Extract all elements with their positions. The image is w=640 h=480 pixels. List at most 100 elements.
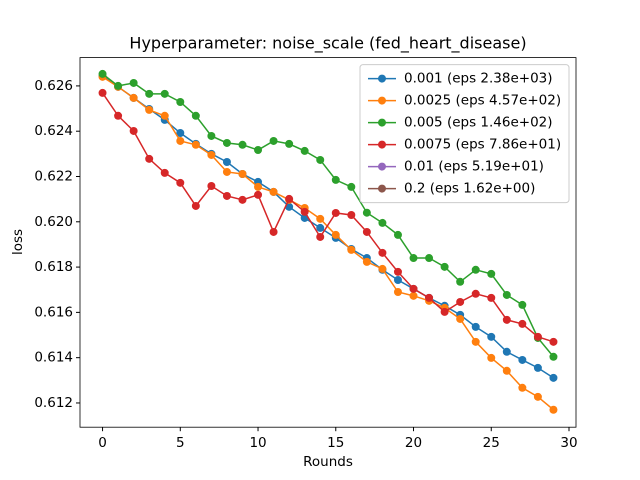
data-point xyxy=(440,262,449,271)
data-point xyxy=(98,88,107,97)
data-point xyxy=(533,392,542,401)
data-point xyxy=(145,105,154,114)
y-tick-label: 0.624 xyxy=(34,123,73,139)
data-point xyxy=(222,167,231,176)
data-point xyxy=(254,146,263,154)
data-point xyxy=(378,264,387,273)
legend-marker xyxy=(378,184,386,193)
data-point xyxy=(285,194,294,203)
data-point xyxy=(487,332,496,341)
data-point xyxy=(393,267,402,276)
data-point xyxy=(487,353,496,362)
data-point xyxy=(409,254,418,263)
data-point xyxy=(238,140,247,149)
data-point xyxy=(393,275,402,284)
data-point xyxy=(440,307,449,316)
data-point xyxy=(316,232,325,241)
data-point xyxy=(191,111,200,120)
data-point xyxy=(191,201,200,210)
data-point xyxy=(533,363,542,372)
data-point xyxy=(362,227,371,236)
data-point xyxy=(518,319,527,328)
legend-marker xyxy=(378,162,386,171)
data-point xyxy=(409,291,418,300)
data-point xyxy=(114,81,123,90)
y-tick-label: 0.618 xyxy=(34,259,73,275)
data-point xyxy=(222,191,231,200)
data-point xyxy=(316,223,325,232)
data-point xyxy=(316,155,325,164)
data-point xyxy=(347,245,356,254)
data-point xyxy=(160,168,169,177)
data-point xyxy=(471,322,480,331)
data-point xyxy=(362,208,371,217)
y-tick-label: 0.626 xyxy=(34,78,73,94)
data-point xyxy=(207,131,216,140)
data-point xyxy=(114,111,123,120)
data-point xyxy=(518,383,527,392)
data-point xyxy=(331,175,340,184)
data-point xyxy=(222,158,231,167)
data-point xyxy=(300,207,309,216)
data-point xyxy=(518,300,527,309)
x-axis-label: Rounds xyxy=(303,454,353,470)
data-point xyxy=(238,170,247,179)
data-point xyxy=(471,289,480,298)
data-point xyxy=(502,366,511,375)
legend-label: 0.005 (eps 1.46e+02) xyxy=(404,115,553,131)
data-point xyxy=(176,129,185,138)
data-point xyxy=(378,248,387,257)
y-tick-label: 0.612 xyxy=(34,395,73,411)
data-point xyxy=(362,257,371,266)
data-point xyxy=(347,210,356,219)
data-point xyxy=(269,136,278,145)
data-point xyxy=(176,178,185,187)
data-point xyxy=(316,214,325,223)
y-tick-label: 0.620 xyxy=(34,214,73,230)
data-point xyxy=(176,97,185,106)
x-tick-label: 15 xyxy=(327,435,344,451)
legend-label: 0.01 (eps 5.19e+01) xyxy=(404,159,544,175)
x-tick-label: 30 xyxy=(560,435,577,451)
data-point xyxy=(207,182,216,191)
data-point xyxy=(549,352,558,361)
data-point xyxy=(502,315,511,324)
plot-frame xyxy=(79,57,577,428)
data-point xyxy=(456,314,465,323)
data-point xyxy=(549,337,558,346)
data-point xyxy=(269,187,278,196)
data-point xyxy=(160,111,169,120)
data-point xyxy=(393,230,402,239)
legend-marker xyxy=(378,74,386,83)
data-point xyxy=(129,78,138,87)
data-point xyxy=(425,293,434,302)
x-tick-label: 25 xyxy=(483,435,500,451)
legend-marker xyxy=(378,118,386,127)
x-tick-label: 20 xyxy=(405,435,422,451)
data-point xyxy=(254,190,263,199)
y-tick-label: 0.616 xyxy=(34,304,73,320)
data-point xyxy=(129,93,138,102)
legend-label: 0.2 (eps 1.62e+00) xyxy=(404,181,535,197)
y-tick-label: 0.614 xyxy=(34,350,73,366)
data-point xyxy=(176,136,185,145)
data-point xyxy=(331,208,340,217)
legend-marker xyxy=(378,96,386,105)
data-point xyxy=(145,89,154,98)
data-point xyxy=(331,230,340,239)
data-point xyxy=(347,182,356,191)
data-point xyxy=(393,287,402,296)
data-point xyxy=(238,195,247,204)
data-point xyxy=(456,277,465,286)
y-axis-label: loss xyxy=(10,229,26,255)
data-point xyxy=(502,290,511,299)
data-point xyxy=(487,293,496,302)
data-point xyxy=(285,139,294,148)
x-tick-label: 5 xyxy=(176,435,185,451)
legend-label: 0.001 (eps 2.38e+03) xyxy=(404,71,553,87)
data-point xyxy=(456,297,465,306)
data-point xyxy=(145,154,154,163)
y-tick-label: 0.622 xyxy=(34,168,73,184)
data-point xyxy=(502,347,511,356)
